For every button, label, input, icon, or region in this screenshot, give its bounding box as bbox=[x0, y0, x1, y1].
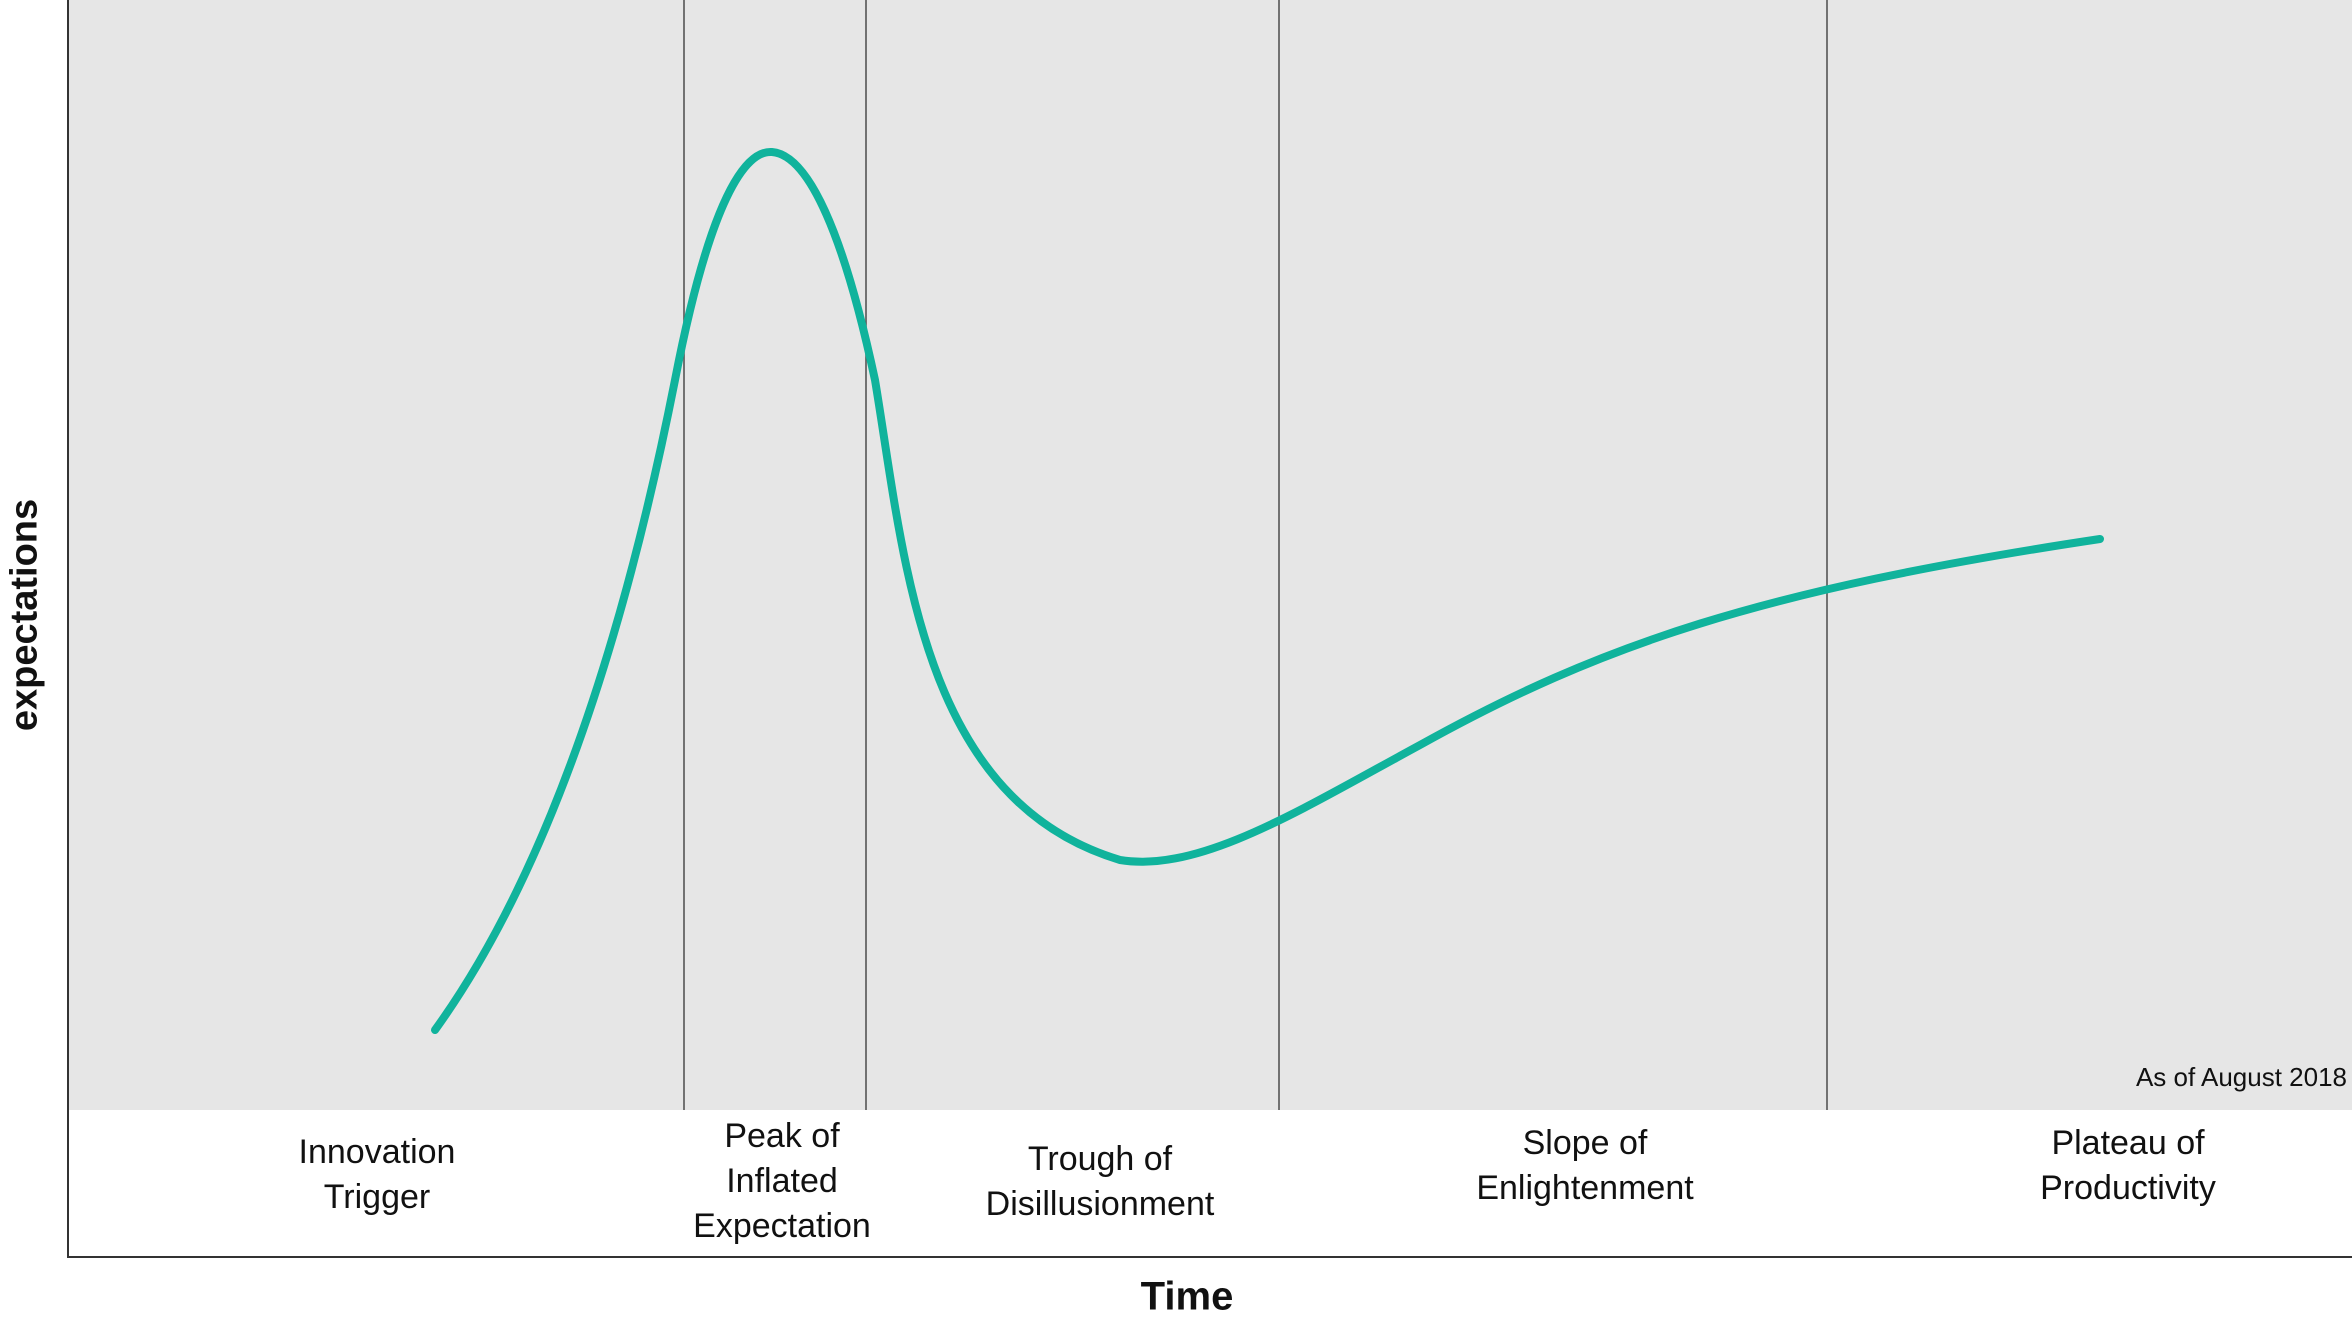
phase-label-plateau: Plateau of Productivity bbox=[2040, 1124, 2216, 1207]
plot-area bbox=[68, 0, 2352, 1110]
phase-label-slope: Slope of Enlightenment bbox=[1476, 1124, 1694, 1207]
as-of-date-note: As of August 2018 bbox=[2135, 1062, 2347, 1092]
phase-label-peak: Peak of Inflated Expectation bbox=[693, 1117, 871, 1245]
phase-label-innovation-trigger: Innovation Trigger bbox=[298, 1133, 456, 1216]
y-axis-label: expectations bbox=[3, 498, 46, 732]
hype-curve bbox=[431, 147, 2104, 1034]
phase-label-trough: Trough of Disillusionment bbox=[985, 1140, 1215, 1223]
x-axis-label: Time bbox=[1140, 1274, 1234, 1319]
axes-frame bbox=[67, 0, 2352, 1258]
